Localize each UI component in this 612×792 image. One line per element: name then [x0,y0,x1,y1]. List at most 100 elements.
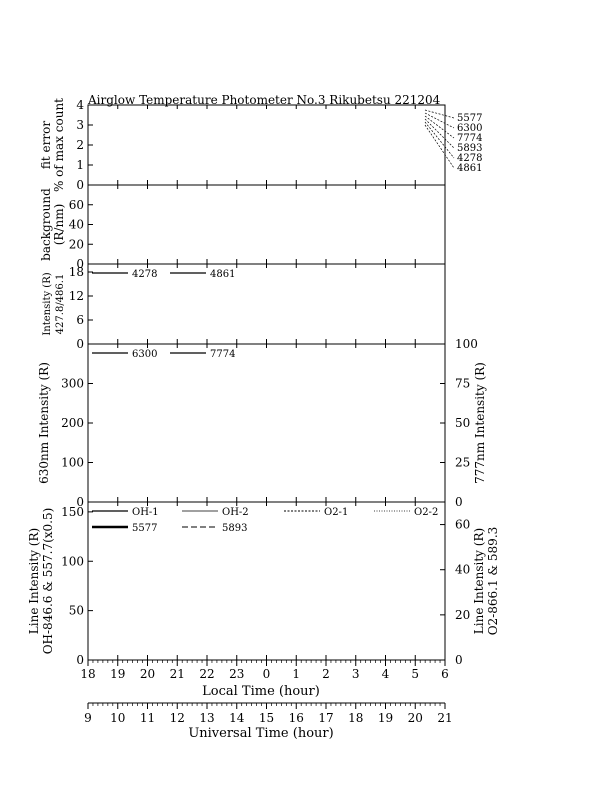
local-tick-label: 18 [80,667,95,681]
panel-frame [87,104,446,186]
side-label: 5893 [457,143,482,154]
legend-label: 4861 [210,269,235,280]
y-tick-label: 0 [76,337,84,351]
y-tick-label: 0 [76,178,84,192]
y-right-tick-label: 100 [455,337,478,351]
y-tick-label: 60 [69,198,84,212]
universal-tick-label: 20 [408,711,423,725]
y-tick-label: 150 [61,505,84,519]
universal-tick-label: 18 [348,711,363,725]
panel-red_lines: 0 100 200 300 0 25 50 75 100 630nm Intensity (R) 7… [37,337,487,509]
local-tick-label: 19 [110,667,125,681]
local-tick-label: 22 [199,667,214,681]
y-tick-label: 2 [76,138,84,152]
legend-label: 7774 [210,349,235,360]
y-right-tick-label: 60 [455,518,470,532]
side-label-leader [424,109,455,119]
panel-frame [87,184,446,265]
y-axis-label-right: O2-866.1 & 589.3 [486,527,500,636]
panel-fit_error: 0 1 2 3 4 fit error% of max count 557763007774… [39,98,482,192]
legend-label: 4278 [132,269,157,280]
y-axis-label-left: 630nm Intensity (R) [37,362,51,484]
y-axis-label-right: Line Intensity (R) [472,528,486,634]
side-label-leader [424,124,455,169]
universal-tick-label: 9 [84,711,92,725]
side-label: 7774 [457,133,482,144]
legend-label: 5893 [222,523,247,534]
side-label-leader [424,121,455,159]
y-tick-label: 12 [69,289,84,303]
y-tick-label: 100 [61,456,84,470]
legend-label: O2-2 [414,507,438,518]
y-axis-label: fit error [39,121,53,169]
local-tick-label: 6 [441,667,449,681]
y-axis-label: 427.8/486.1 [55,274,66,335]
y-axis-label-left: Line Intensity (R) [27,528,41,634]
time-axes: 18 19 20 21 22 23 0 1 2 3 4 5 69 10 11 12 13 14 15 16 17 18 19… [80,659,453,725]
universal-tick-label: 17 [318,711,333,725]
y-tick-label: 50 [69,604,84,618]
universal-tick-label: 12 [170,711,185,725]
local-tick-label: 21 [170,667,185,681]
local-time-axis-label: Local Time (hour) [202,684,320,699]
local-tick-label: 4 [382,667,390,681]
universal-tick-label: 15 [259,711,274,725]
universal-time-axis-label: Universal Time (hour) [188,726,333,741]
side-label: 5577 [457,113,482,124]
universal-tick-label: 19 [378,711,393,725]
legend-label: O2-1 [324,507,348,518]
local-tick-label: 0 [263,667,271,681]
legend-label: 6300 [132,349,157,360]
y-right-tick-label: 40 [455,563,470,577]
y-tick-label: 100 [61,554,84,568]
y-tick-label: 0 [76,653,84,667]
local-tick-label: 5 [411,667,419,681]
y-tick-label: 40 [69,218,84,232]
y-right-tick-label: 0 [455,495,463,509]
y-tick-label: 200 [61,416,84,430]
y-tick-label: 6 [76,313,84,327]
universal-tick-label: 16 [289,711,304,725]
y-axis-label-right: 777nm Intensity (R) [473,362,487,484]
y-tick-label: 3 [76,118,84,132]
y-axis-label: Intensity (R) [42,272,53,335]
y-right-tick-label: 0 [455,653,463,667]
y-axis-label-left: OH-846.6 & 557.7(x0.5) [41,508,55,655]
y-axis-label: % of max count [52,98,66,192]
panel-blue_lines: 0 6 12 18 Intensity (R) 427.8/486.1 4278 4861 [42,263,446,351]
y-tick-label: 4 [76,98,84,112]
local-tick-label: 2 [322,667,330,681]
y-right-tick-label: 25 [455,456,470,470]
y-axis-label: (R/nm) [52,204,66,246]
universal-tick-label: 11 [140,711,155,725]
local-tick-label: 1 [292,667,300,681]
local-tick-label: 23 [229,667,244,681]
legend-label: OH-2 [222,507,249,518]
y-tick-label: 1 [76,158,84,172]
universal-tick-label: 13 [199,711,214,725]
y-tick-label: 300 [61,377,84,391]
side-label: 4861 [457,163,482,174]
y-right-tick-label: 75 [455,377,470,391]
side-label: 6300 [457,123,482,134]
y-tick-label: 0 [76,257,84,271]
local-tick-label: 20 [140,667,155,681]
side-label: 4278 [457,153,482,164]
y-tick-label: 20 [69,237,84,251]
y-tick-label: 0 [76,495,84,509]
y-right-tick-label: 20 [455,608,470,622]
side-label-leader [424,115,455,139]
universal-tick-label: 21 [437,711,452,725]
universal-tick-label: 10 [110,711,125,725]
chart-title: Airglow Temperature Photometer No.3 Riku… [87,93,441,107]
legend-label: OH-1 [132,507,159,518]
y-tick-label: 18 [69,265,84,279]
legend-label: 5577 [132,523,157,534]
local-tick-label: 3 [352,667,360,681]
y-right-tick-label: 50 [455,416,470,430]
side-label-leader [424,112,455,129]
y-axis-label: background [39,188,53,261]
